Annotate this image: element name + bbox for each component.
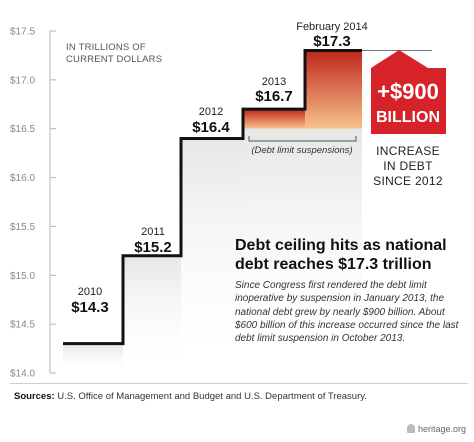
increase-badge [371, 50, 446, 134]
y-tick-label: $17.5 [10, 27, 35, 38]
y-tick-label: $15.0 [10, 271, 35, 282]
increase-caption-line: SINCE 2012 [373, 174, 443, 188]
year-label: 2012 [199, 106, 223, 118]
headline: Debt ceiling hits as national debt reach… [235, 236, 465, 274]
value-label: $15.2 [134, 239, 172, 256]
step-bar-2010 [63, 343, 123, 373]
increase-caption-line: INCREASE [376, 144, 440, 158]
step-line [63, 49, 362, 346]
year-label: 2011 [141, 226, 165, 238]
logo-text: heritage.org [417, 424, 466, 434]
headline-line-2: debt reaches $17.3 trillion [235, 256, 432, 273]
value-label: $16.7 [255, 88, 293, 105]
badge-amount: +$900 [377, 79, 439, 104]
body-text: Since Congress first rendered the debt l… [235, 280, 459, 345]
y-tick-label: $16.5 [10, 124, 35, 135]
y-tick-label: $14.5 [10, 320, 35, 331]
unit-label-line: IN TRILLIONS OF [66, 42, 146, 53]
sources-label: Sources: [14, 391, 55, 402]
step-bar-2012 [181, 138, 243, 373]
sources-text: U.S. Office of Management and Budget and… [54, 391, 367, 402]
step-bar-base [305, 128, 362, 373]
step-bar-2011 [123, 255, 181, 373]
value-label: $14.3 [71, 299, 109, 316]
year-label: February 2014 [296, 21, 368, 33]
suspension-bracket [248, 136, 357, 142]
y-tick-label: $14.0 [10, 369, 35, 380]
badge-unit: BILLION [376, 109, 440, 126]
year-label: 2010 [78, 286, 102, 298]
headline-line-1: Debt ceiling hits as national [235, 237, 447, 254]
value-label: $17.3 [313, 33, 351, 50]
y-tick-label: $15.5 [10, 222, 35, 233]
year-label: 2013 [262, 76, 286, 88]
increase-caption-line: IN DEBT [383, 159, 433, 173]
unit-label-line: CURRENT DOLLARS [66, 54, 162, 65]
y-tick-label: $17.0 [10, 75, 35, 86]
debt-chart: $14.0 $14.5 $15.0 $15.5 $16.0 $16.5 $17.0 $17.5… [10, 21, 446, 380]
bell-icon [406, 424, 415, 433]
y-tick-label: $16.0 [10, 173, 35, 184]
value-label: $16.4 [192, 119, 230, 136]
step-bar-2013 [243, 109, 305, 129]
step-bar-base [243, 128, 305, 373]
suspension-annotation: (Debt limit suspensions) [251, 145, 352, 156]
sources-line: Sources: U.S. Office of Management and B… [14, 391, 464, 402]
step-bar-february-2014 [305, 50, 362, 129]
divider [10, 383, 468, 384]
heritage-logo[interactable]: heritage.org [406, 424, 466, 434]
